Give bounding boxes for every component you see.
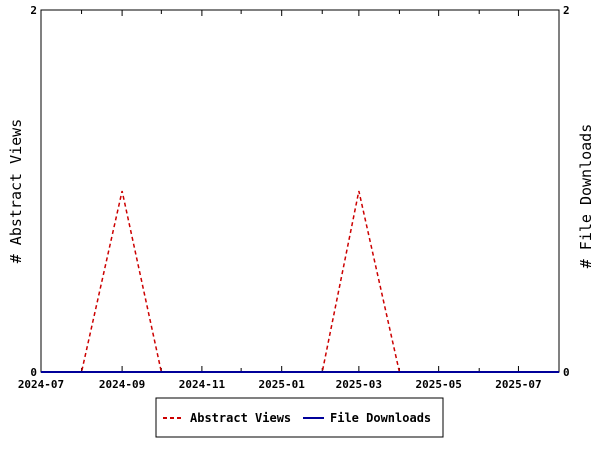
y-tick-label-left: 2 (30, 4, 37, 17)
y-tick-label-left: 0 (30, 366, 37, 379)
x-tick-label: 2025-05 (415, 378, 461, 391)
x-tick-label: 2024-07 (18, 378, 64, 391)
x-tick-label: 2025-01 (259, 378, 306, 391)
y-axis-title-left: # Abstract Views (7, 119, 25, 264)
y-tick-label-right: 0 (563, 366, 570, 379)
series-layer (41, 190, 559, 373)
y-tick-label-right: 2 (563, 4, 570, 17)
legend-box (155, 397, 444, 438)
plot-area (40, 9, 560, 373)
legend-label-abstract-views: Abstract Views (190, 411, 291, 425)
x-tick-label: 2024-11 (179, 378, 226, 391)
x-tick-label: 2024-09 (99, 378, 145, 391)
x-tick-label: 2025-07 (495, 378, 541, 391)
y-axis-title-right: # File Downloads (577, 124, 595, 269)
legend: Abstract Views File Downloads (155, 397, 444, 438)
x-axis-ticks: 2024-07 2024-09 2024-11 2025-01 2025-03 2025-… (18, 10, 560, 391)
legend-label-file-downloads: File Downloads (330, 411, 431, 425)
x-tick-label: 2025-03 (336, 378, 382, 391)
